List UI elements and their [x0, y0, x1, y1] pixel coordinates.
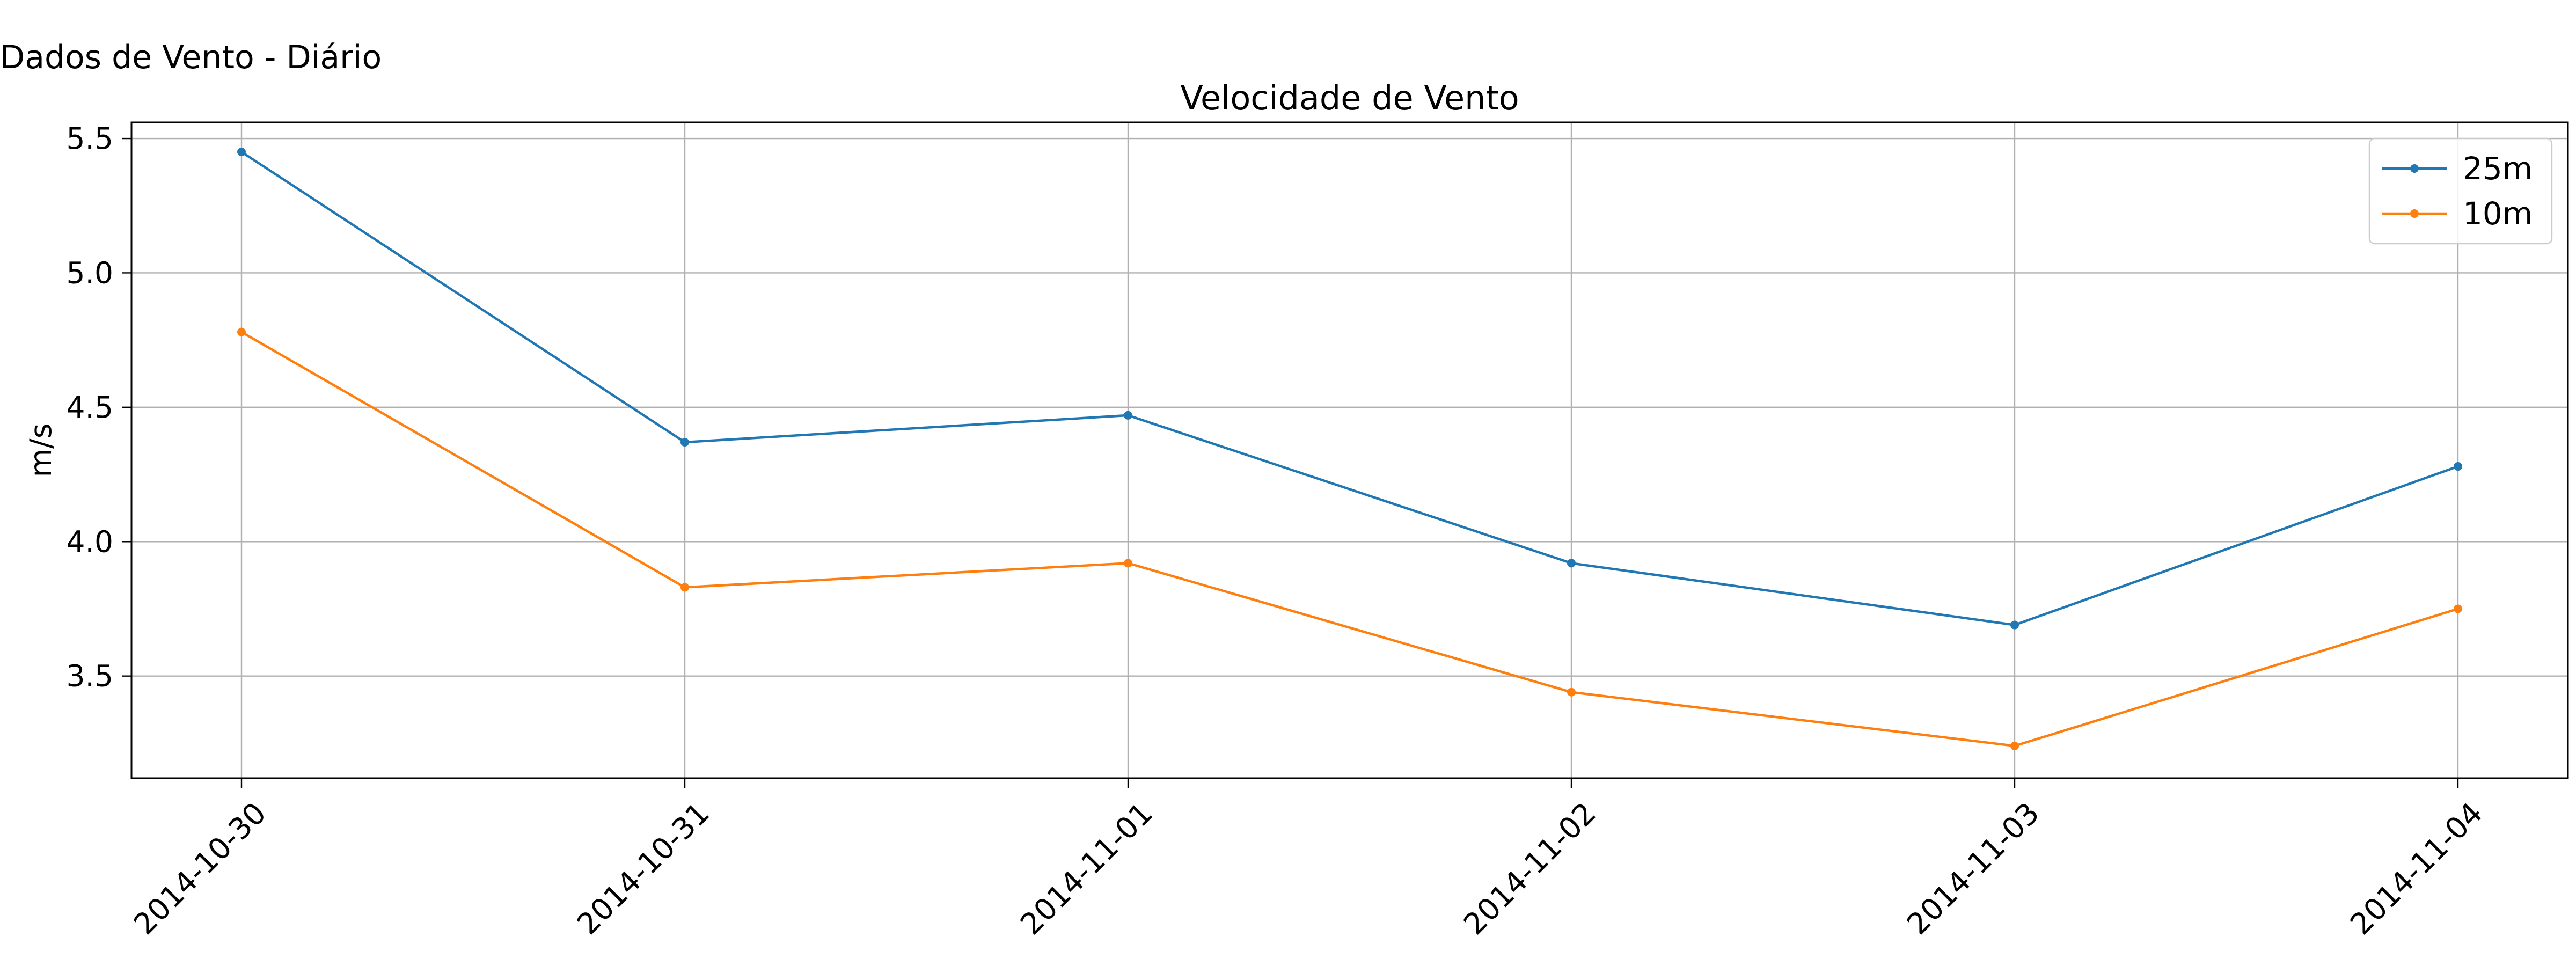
legend-marker-25m — [2410, 164, 2419, 173]
y-tick-label: 3.5 — [67, 659, 113, 693]
series-lines — [237, 148, 2462, 750]
data-point-10m — [237, 327, 246, 336]
series-line-25m — [239, 150, 2460, 626]
y-tick-label: 5.0 — [67, 255, 113, 290]
x-tick-label: 2014-11-01 — [1014, 796, 1159, 941]
legend-label-10m: 10m — [2463, 195, 2533, 232]
data-point-25m — [2454, 462, 2462, 471]
plot-area — [130, 121, 2569, 779]
x-tick-label: 2014-10-30 — [127, 796, 273, 941]
data-point-25m — [680, 437, 689, 447]
legend-marker-10m — [2410, 209, 2419, 218]
y-tick-label: 4.5 — [67, 390, 113, 425]
data-point-10m — [1124, 559, 1132, 568]
data-point-10m — [2010, 741, 2019, 750]
x-tick-label: 2014-11-04 — [2344, 796, 2489, 941]
data-point-25m — [2010, 620, 2019, 630]
data-point-10m — [2454, 604, 2462, 613]
data-point-25m — [1567, 559, 1576, 568]
x-tick-label: 2014-10-31 — [570, 796, 716, 941]
x-tick-label: 2014-11-03 — [1900, 796, 2046, 941]
data-point-10m — [680, 583, 689, 592]
x-tick-label: 2014-11-02 — [1457, 796, 1602, 941]
data-point-10m — [1567, 687, 1576, 697]
series-line-10m — [239, 330, 2460, 748]
y-tick-label: 4.0 — [67, 524, 113, 559]
chart-title: Velocidade de Vento — [1180, 78, 1519, 118]
data-point-25m — [237, 148, 246, 157]
y-tick-label: 5.5 — [67, 121, 113, 156]
y-axis-label: m/s — [24, 423, 58, 478]
data-point-25m — [1124, 411, 1132, 420]
legend-label-25m: 25m — [2463, 150, 2533, 187]
axis-ticks: 2014-10-30 2014-10-31 2014-11-01 2014-11-02… — [67, 121, 2490, 941]
figure-title: Dados de Vento - Diário — [0, 39, 382, 76]
grid-lines — [131, 122, 2568, 778]
